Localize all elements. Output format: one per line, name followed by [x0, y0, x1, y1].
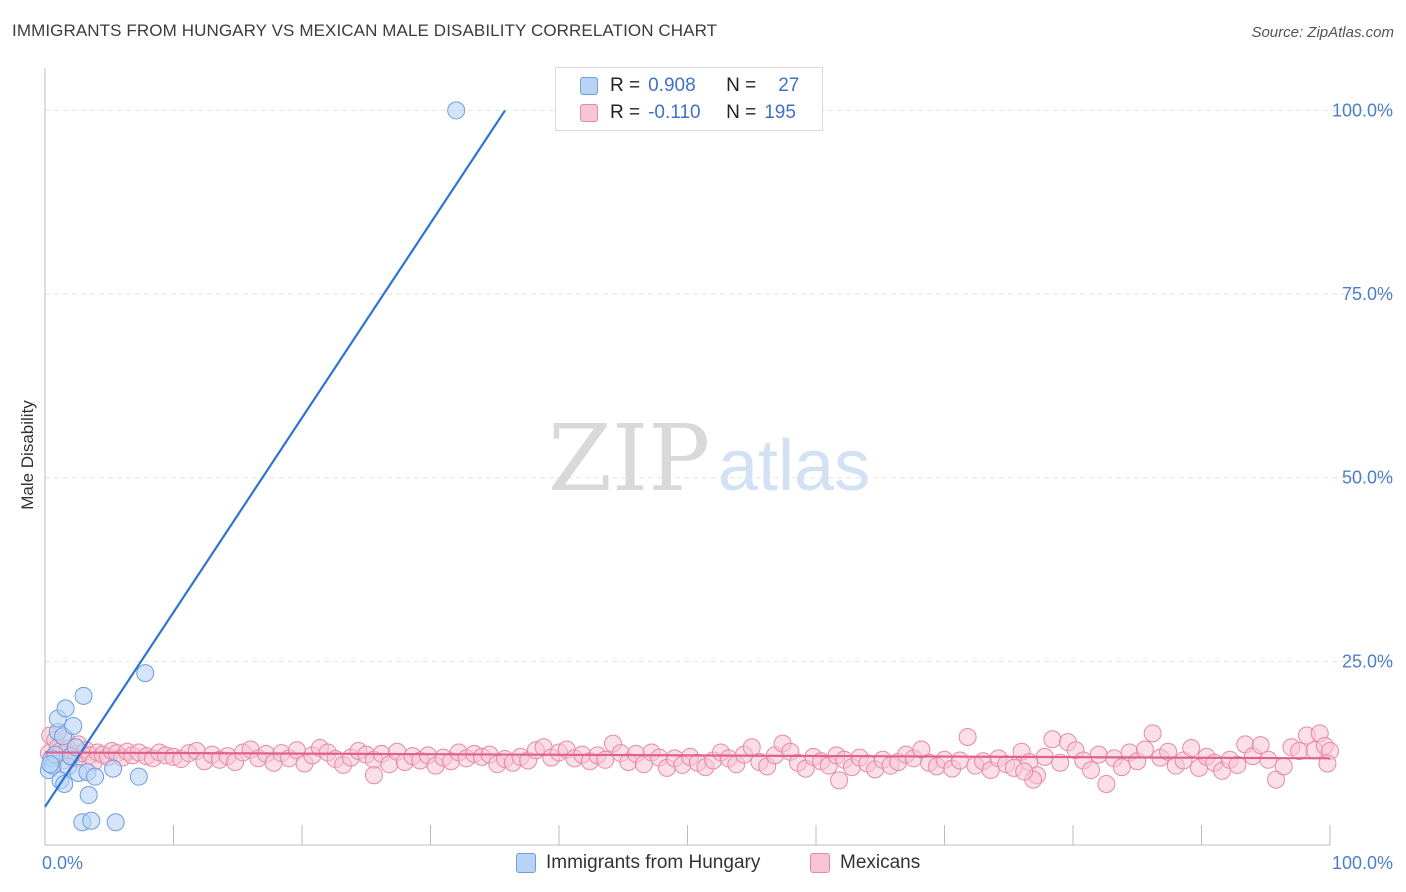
- hungary-point: [55, 775, 74, 794]
- mexicans-point: [1143, 724, 1162, 743]
- tick-labels: 25.0% 50.0% 75.0% 100.0% 0.0% 100.0%: [42, 100, 1393, 873]
- mexicans-point: [1089, 745, 1108, 764]
- axes: [44, 68, 1331, 846]
- mexicans-point: [912, 740, 931, 759]
- x-tick-label: 100.0%: [1332, 853, 1393, 873]
- y-tick-label: 25.0%: [1342, 651, 1393, 671]
- mexicans-point: [1097, 775, 1116, 794]
- mexicans-swatch: [580, 104, 598, 122]
- hungary-point: [74, 686, 93, 705]
- x-tick-label: 0.0%: [42, 853, 83, 873]
- y-axis-label: Male Disability: [18, 400, 37, 510]
- legend-item-hungary[interactable]: Immigrants from Hungary: [516, 852, 760, 874]
- mexicans-point: [1274, 757, 1293, 776]
- hungary-point: [129, 767, 148, 786]
- hungary-point: [64, 716, 83, 735]
- mexicans-point: [1251, 736, 1270, 755]
- hungary-point: [82, 811, 101, 830]
- mexicans-point: [1228, 755, 1247, 774]
- mexicans-point: [1159, 742, 1178, 761]
- n-label: N =: [726, 102, 757, 123]
- hungary-point: [106, 813, 125, 832]
- legend-hungary-swatch: [516, 853, 536, 873]
- chart-legend: Immigrants from Hungary Mexicans: [0, 852, 1406, 878]
- mexicans-point: [830, 771, 849, 790]
- r-label: R =: [610, 102, 641, 123]
- stats-legend-box: R = 0.908 N = 27 R = -0.110 N = 195: [555, 67, 823, 131]
- hungary-point: [136, 664, 155, 683]
- mexicans-point: [1015, 762, 1034, 781]
- chart-source: Source: ZipAtlas.com: [1251, 24, 1394, 41]
- mexicans-point: [1135, 740, 1154, 759]
- hungary-point: [79, 786, 98, 805]
- hungary-point: [41, 755, 60, 774]
- mexicans-point: [1081, 761, 1100, 780]
- mexicans-point: [1290, 741, 1309, 760]
- hungary-trend-line: [44, 109, 506, 808]
- hungary-n-value: 27: [778, 75, 800, 96]
- trend-lines: [44, 109, 1331, 808]
- watermark: ZIP atlas: [548, 405, 870, 512]
- mexicans-point: [950, 751, 969, 770]
- y-tick-label: 50.0%: [1342, 468, 1393, 488]
- hungary-swatch: [580, 77, 598, 95]
- mexicans-point: [596, 750, 615, 769]
- hungary-point: [56, 699, 75, 718]
- mexicans-point: [1051, 753, 1070, 772]
- mexicans-r-value: -0.110: [648, 102, 701, 123]
- legend-mexicans-swatch: [810, 853, 830, 873]
- y-tick-label: 100.0%: [1332, 100, 1393, 120]
- legend-mexicans-label: Mexicans: [840, 852, 921, 873]
- hungary-points: [39, 101, 466, 832]
- hungary-point: [104, 759, 123, 778]
- r-label: R =: [610, 75, 641, 96]
- hungary-r-value: 0.908: [648, 75, 696, 96]
- legend-hungary-label: Immigrants from Hungary: [546, 852, 761, 873]
- grid-lines: [45, 109, 1392, 662]
- mexicans-point: [958, 728, 977, 747]
- chart-title: IMMIGRANTS FROM HUNGARY VS MEXICAN MALE …: [12, 21, 718, 40]
- mexicans-point: [1043, 730, 1062, 749]
- mexicans-point: [1259, 750, 1278, 769]
- stats-row-mexicans: R = -0.110 N = 195: [556, 99, 796, 127]
- legend-item-mexicans[interactable]: Mexicans: [810, 852, 920, 874]
- mexicans-points: [39, 724, 1339, 794]
- mexicans-n-value: 195: [764, 102, 796, 123]
- mexicans-trend-line: [44, 751, 1331, 760]
- mexicans-point: [1182, 739, 1201, 758]
- watermark-zip: ZIP: [548, 405, 710, 512]
- hungary-point: [447, 101, 466, 120]
- watermark-atlas: atlas: [718, 426, 870, 506]
- mexicans-point: [364, 766, 383, 785]
- mexicans-point: [1267, 770, 1286, 789]
- stats-row-hungary: R = 0.908 N = 27: [556, 72, 799, 100]
- y-tick-label: 75.0%: [1342, 284, 1393, 304]
- hungary-point: [86, 767, 105, 786]
- mexicans-point: [1112, 758, 1131, 777]
- n-label: N =: [726, 75, 757, 96]
